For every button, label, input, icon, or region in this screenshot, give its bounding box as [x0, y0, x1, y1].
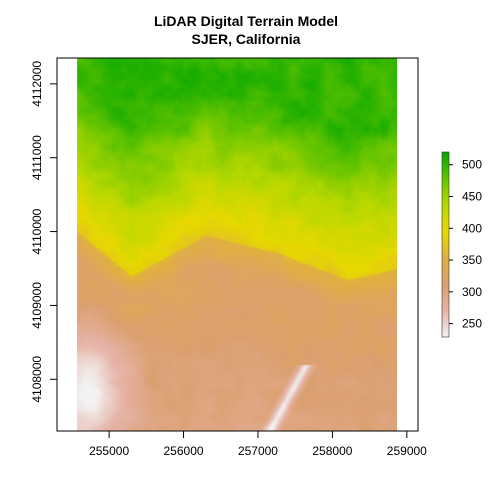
x-tick-label: 259000	[387, 444, 427, 458]
x-tick-label: 256000	[164, 444, 204, 458]
legend-tick-label: 300	[462, 285, 482, 299]
raster-image	[77, 58, 398, 431]
y-axis: 4108000 4109000 4110000 4111000 4112000	[30, 61, 57, 403]
legend-tick-label: 500	[462, 158, 482, 172]
legend-tick-label: 350	[462, 253, 482, 267]
chart-subtitle: SJER, California	[191, 31, 301, 47]
raster-image	[77, 58, 398, 431]
y-tick-label: 4110000	[30, 208, 44, 254]
chart-title: LiDAR Digital Terrain Model	[153, 13, 339, 29]
legend-tick-label: 250	[462, 317, 482, 331]
legend: 250 300 350 400 450 500	[441, 151, 482, 338]
legend-colorbar	[441, 151, 450, 338]
y-tick-label: 4111000	[30, 135, 44, 180]
y-tick-label: 4112000	[30, 61, 44, 107]
legend-tick-label: 400	[462, 221, 482, 235]
x-tick-label: 258000	[312, 444, 352, 458]
legend-tick-label: 450	[462, 190, 482, 204]
y-tick-label: 4109000	[30, 282, 44, 329]
x-tick-label: 255000	[89, 444, 129, 458]
x-axis: 255000 256000 257000 258000 259000	[89, 430, 427, 458]
x-tick-label: 257000	[238, 444, 278, 458]
y-tick-label: 4108000	[30, 356, 44, 403]
